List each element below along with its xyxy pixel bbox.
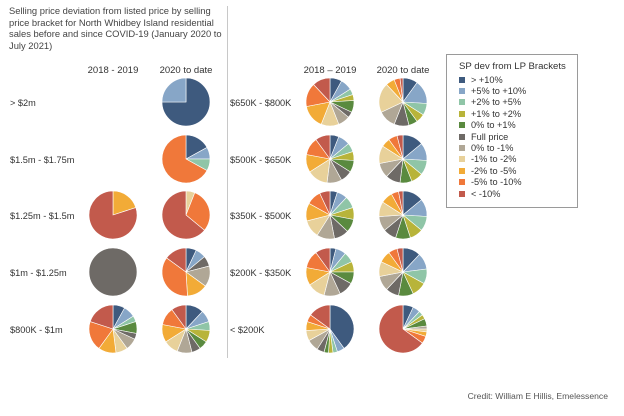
pie-slice	[313, 77, 331, 103]
legend-item: -1% to -2%	[459, 154, 577, 165]
legend-label: 0% to -1%	[471, 143, 514, 154]
pie-slice	[329, 304, 355, 349]
pie	[161, 247, 211, 297]
pie-slice	[398, 190, 404, 216]
pie-slice	[396, 247, 404, 273]
pie	[161, 134, 211, 184]
pie-slice	[310, 304, 331, 330]
pie-slice	[396, 134, 404, 160]
column-header-left-2: 2020 to date	[159, 65, 213, 76]
title-line: sales before and since COVID-19 (January…	[9, 28, 222, 40]
pie-slice	[161, 77, 211, 127]
legend-label: +2% to +5%	[471, 97, 522, 108]
pie-slice	[161, 134, 208, 184]
title-line: Selling price deviation from listed pric…	[9, 5, 211, 16]
legend-title: SP dev from LP Brackets	[459, 61, 566, 72]
legend-label: 0% to +1%	[471, 120, 516, 131]
pie-slice	[315, 247, 331, 273]
pie	[161, 304, 211, 354]
pie	[305, 304, 355, 354]
row-label: $350K - $500K	[230, 211, 292, 221]
row-label: $500K - $650K	[230, 155, 292, 165]
legend-item: 0% to -1%	[459, 142, 577, 153]
legend-label: -1% to -2%	[471, 154, 517, 165]
pie-slice	[171, 304, 187, 330]
pie-slice	[161, 77, 187, 103]
pie	[378, 134, 428, 184]
legend-item: Full price	[459, 131, 577, 142]
legend-label: +5% to +10%	[471, 86, 527, 97]
pie	[88, 190, 138, 240]
legend-item: +5% to +10%	[459, 85, 577, 96]
pie-slice	[399, 77, 404, 103]
pie-slice	[161, 190, 205, 240]
legend-label: -2% to -5%	[471, 165, 517, 176]
legend-item: > +10%	[459, 74, 577, 85]
row-label: $1.5m - $1.75m	[10, 155, 75, 165]
legend-label: +1% to +2%	[471, 108, 522, 119]
pie-slice	[319, 190, 331, 216]
pie-slice	[88, 190, 138, 240]
legend-item: -2% to -5%	[459, 165, 577, 176]
column-header-right-2: 2020 to date	[376, 65, 430, 76]
pie	[161, 77, 211, 127]
row-label: $200K - $350K	[230, 268, 292, 278]
pie	[88, 304, 138, 354]
legend-label: < -10%	[471, 188, 501, 199]
legend-swatch	[459, 179, 465, 186]
pie	[378, 77, 428, 127]
pie	[161, 190, 211, 240]
legend-item: -5% to -10%	[459, 177, 577, 188]
legend-label: > +10%	[471, 74, 503, 85]
pie-slice	[161, 257, 188, 297]
pie	[378, 190, 428, 240]
legend-item: +1% to +2%	[459, 108, 577, 119]
legend-swatch	[459, 190, 465, 197]
legend-swatch	[459, 122, 465, 129]
legend: SP dev from LP Brackets > +10% +5% to +10…	[446, 54, 578, 208]
legend-item: < -10%	[459, 188, 577, 199]
column-header-right-1: 2018 – 2019	[303, 65, 357, 76]
row-label: > $2m	[10, 98, 36, 108]
pie	[88, 247, 138, 297]
pie-slice	[315, 134, 331, 160]
pie	[378, 304, 428, 354]
pie-slice	[89, 304, 114, 330]
legend-swatch	[459, 99, 465, 106]
legend-swatch	[459, 110, 465, 117]
column-header-left-1: 2018 - 2019	[87, 65, 139, 76]
title-line: July 2021)	[9, 39, 53, 51]
pie	[378, 247, 428, 297]
legend-item: +2% to +5%	[459, 97, 577, 108]
legend-label: -5% to -10%	[471, 177, 522, 188]
legend-swatch	[459, 167, 465, 174]
pie-slice	[88, 247, 138, 297]
legend-swatch	[459, 133, 465, 140]
pie-slice	[166, 247, 187, 273]
pie	[305, 77, 355, 127]
legend-label: Full price	[471, 131, 509, 142]
pie-slice	[378, 304, 423, 354]
pie-slice	[185, 192, 211, 231]
legend-swatch	[459, 145, 465, 152]
pie	[305, 190, 355, 240]
pie	[305, 247, 355, 297]
row-label: $1m - $1.25m	[10, 268, 67, 278]
row-label: $650K - $800K	[230, 98, 292, 108]
chart-title: Selling price deviation from listed pric…	[9, 5, 224, 51]
row-label: < $200K	[230, 325, 265, 335]
legend-swatch	[459, 156, 465, 163]
legend-swatch	[459, 76, 465, 83]
row-label: $800K - $1m	[10, 325, 63, 335]
title-line: price bracket for North Whidbey Island r…	[9, 16, 214, 28]
credit-text: Credit: William E Hillis, Emelessence	[467, 391, 608, 401]
legend-swatch	[459, 88, 465, 95]
panel-divider	[227, 6, 228, 358]
legend-items: > +10% +5% to +10% +2% to +5% +1% to +2% 0% …	[459, 74, 577, 199]
legend-item: 0% to +1%	[459, 120, 577, 131]
pie	[305, 134, 355, 184]
row-label: $1.25m - $1.5m	[10, 211, 75, 221]
